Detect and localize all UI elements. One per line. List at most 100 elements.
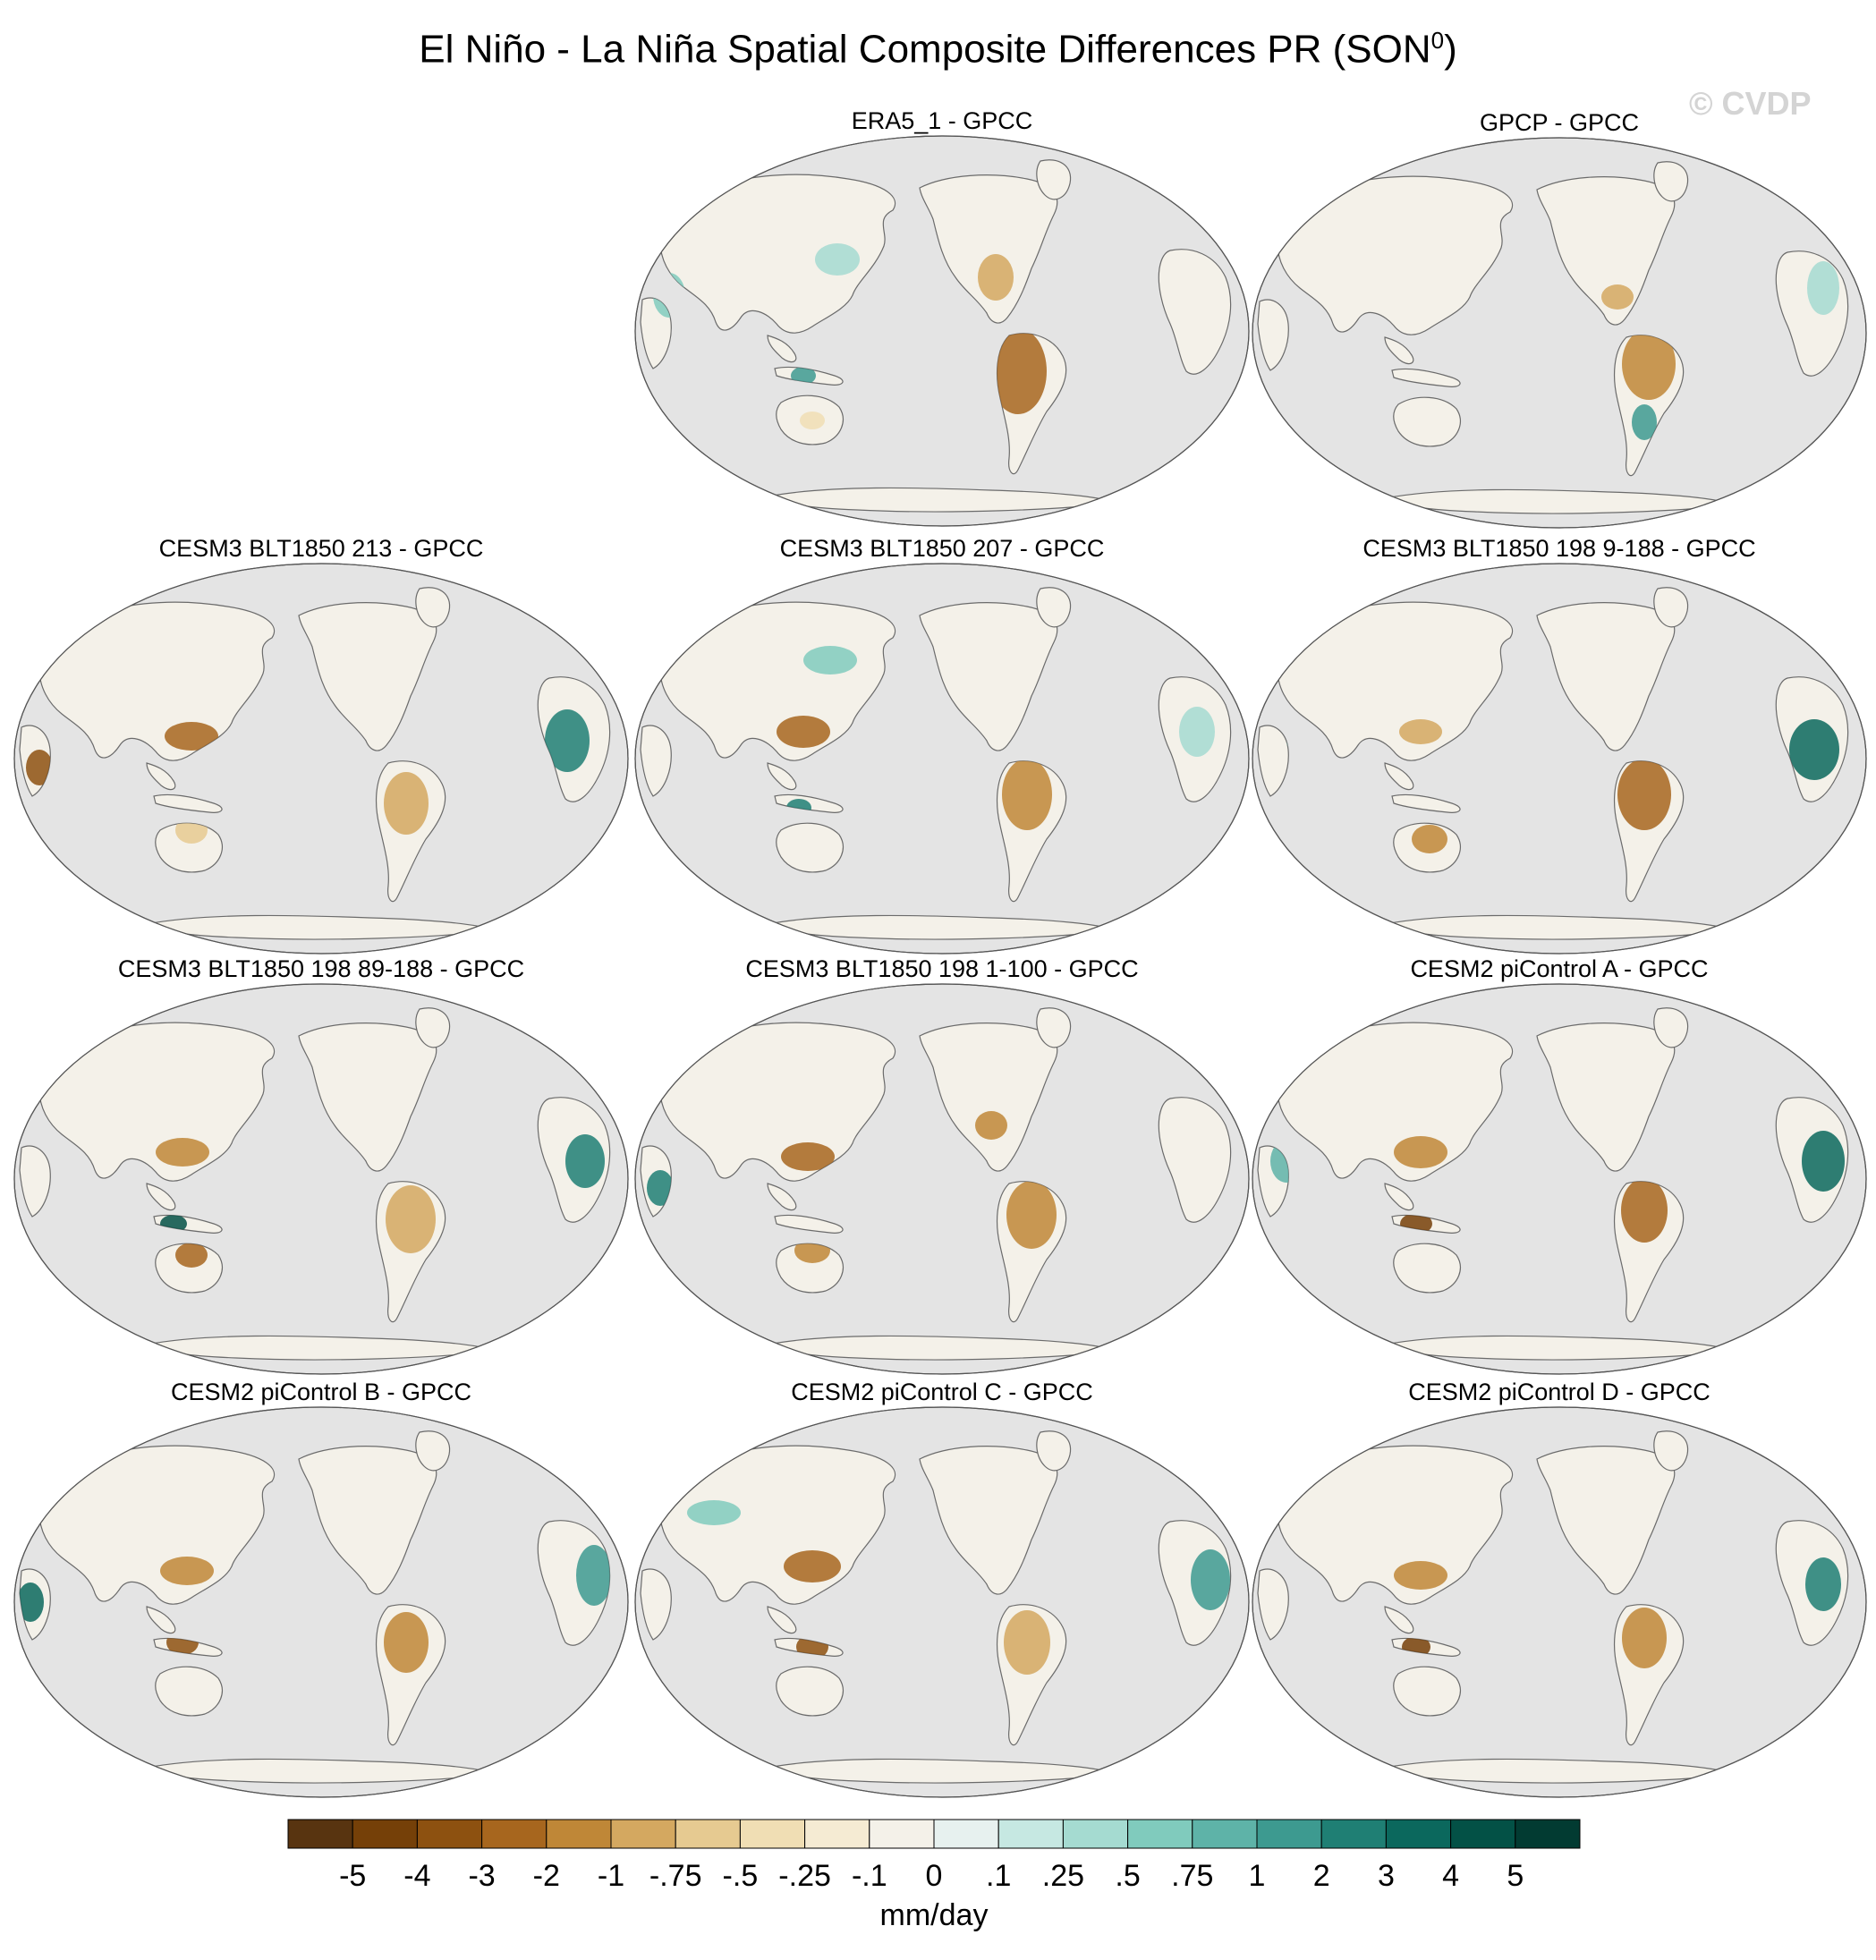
continent-seasia <box>1384 1183 1414 1211</box>
world-map <box>1252 983 1867 1375</box>
precip-anomaly-patch <box>156 1138 209 1167</box>
colorbar-swatch <box>1192 1819 1258 1849</box>
continent-australia <box>776 822 844 873</box>
continent-australia <box>1393 1243 1461 1294</box>
continent-africaE <box>19 1145 51 1218</box>
precip-anomaly-patch <box>1632 404 1657 440</box>
colorbar-swatch <box>1256 1819 1322 1849</box>
continent-greenland <box>415 587 451 628</box>
continent-eurasia <box>1277 1445 1514 1605</box>
precip-anomaly-patch <box>781 1142 835 1171</box>
colorbar-tick-label: -.1 <box>852 1859 887 1893</box>
panel-title: CESM2 piControl D - GPCC <box>1408 1379 1710 1405</box>
map-panel: CESM3 BLT1850 198 9-188 - GPCC <box>1251 535 1868 955</box>
continent-indo <box>1391 793 1461 813</box>
precip-anomaly-patch <box>687 1500 741 1525</box>
precip-anomaly-patch <box>26 750 53 785</box>
colorbar-tick-label: 0 <box>926 1859 943 1893</box>
colorbar-swatch <box>675 1819 741 1849</box>
map-panel: ERA5_1 - GPCC <box>633 107 1251 528</box>
continent-seasia <box>146 762 176 791</box>
precip-anomaly-patch <box>1802 1131 1845 1192</box>
continent-namerica <box>1536 176 1676 326</box>
continent-australia <box>1393 396 1461 447</box>
map-panel: GPCP - GPCC <box>1251 109 1868 530</box>
precip-anomaly-patch <box>989 328 1047 414</box>
world-map <box>634 135 1250 527</box>
colorbar-swatch <box>416 1819 483 1849</box>
precip-anomaly-patch <box>1412 825 1447 853</box>
continent-namerica <box>919 602 1058 751</box>
panel-title: CESM3 BLT1850 207 - GPCC <box>779 535 1105 562</box>
continent-greenland <box>1036 587 1072 628</box>
panel-title: ERA5_1 - GPCC <box>851 107 1033 134</box>
precip-anomaly-patch <box>1617 759 1671 830</box>
continent-greenland <box>1653 161 1689 202</box>
precip-anomaly-patch <box>1622 328 1676 400</box>
precip-anomaly-patch <box>545 709 590 772</box>
continent-greenland <box>1036 1007 1072 1048</box>
colorbar-tick-label: .25 <box>1042 1859 1084 1893</box>
colorbar-swatch <box>804 1819 870 1849</box>
precip-anomaly-patch <box>384 1612 429 1673</box>
continent-greenland <box>1653 1430 1689 1472</box>
map-panel: CESM3 BLT1850 207 - GPCC <box>633 535 1251 955</box>
precip-anomaly-patch <box>1621 1178 1668 1243</box>
continent-seasia <box>1384 336 1414 365</box>
colorbar-swatch <box>933 1819 999 1849</box>
continent-africaE <box>640 725 672 797</box>
colorbar-swatch <box>997 1819 1064 1849</box>
precip-anomaly-patch <box>1006 1181 1057 1249</box>
map-panel: CESM2 piControl A - GPCC <box>1251 955 1868 1376</box>
world-map <box>13 983 629 1375</box>
continent-seasia <box>1384 1606 1414 1634</box>
colorbar-tick-label: 5 <box>1507 1859 1524 1893</box>
precip-anomaly-patch <box>165 722 218 751</box>
panel-title: CESM3 BLT1850 213 - GPCC <box>158 535 484 562</box>
map-panel: CESM2 piControl D - GPCC <box>1251 1379 1868 1799</box>
precip-anomaly-patch <box>803 646 857 675</box>
precip-anomaly-patch <box>1004 1610 1050 1675</box>
panel-title: CESM3 BLT1850 198 9-188 - GPCC <box>1362 535 1756 562</box>
continent-australia <box>155 1666 223 1717</box>
continent-australia <box>1393 1666 1461 1717</box>
precip-anomaly-patch <box>1394 1561 1447 1590</box>
precip-anomaly-patch <box>175 1243 208 1268</box>
precip-anomaly-patch <box>1179 707 1215 757</box>
precip-anomaly-patch <box>777 716 830 748</box>
continent-eurasia <box>38 601 276 761</box>
continent-eurasia <box>1277 1022 1514 1182</box>
continent-seasia <box>146 1183 176 1211</box>
world-map <box>1252 137 1867 529</box>
continent-seasia <box>767 762 797 791</box>
colorbar-swatch <box>1385 1819 1452 1849</box>
continent-namerica <box>298 1446 437 1595</box>
continent-greenland <box>415 1007 451 1048</box>
watermark: © CVDP <box>1689 85 1812 122</box>
continent-greenland <box>1036 159 1072 200</box>
colorbar-tick-label: -4 <box>403 1859 430 1893</box>
panel-title: CESM2 piControl A - GPCC <box>1410 955 1709 982</box>
continent-namerica <box>298 602 437 751</box>
precip-anomaly-patch <box>565 1134 605 1188</box>
figure-title: El Niño - La Niña Spatial Composite Diff… <box>419 27 1457 72</box>
precip-anomaly-patch <box>791 367 816 385</box>
precip-anomaly-patch <box>1807 261 1839 315</box>
colorbar-swatch <box>610 1819 676 1849</box>
world-map <box>1252 563 1867 955</box>
precip-anomaly-patch <box>1191 1549 1230 1610</box>
world-map <box>634 1406 1250 1798</box>
continent-africaE <box>640 1568 672 1641</box>
map-panel: CESM2 piControl B - GPCC <box>13 1379 630 1799</box>
continent-eurasia <box>38 1445 276 1605</box>
panel-title: CESM3 BLT1850 198 1-100 - GPCC <box>745 955 1139 982</box>
panel-title: GPCP - GPCC <box>1479 109 1640 136</box>
world-map <box>634 983 1250 1375</box>
colorbar-tick-label: -.5 <box>723 1859 759 1893</box>
colorbar-swatch <box>1127 1819 1193 1849</box>
continent-namerica <box>1536 1446 1676 1595</box>
world-map <box>13 1406 629 1798</box>
continent-namerica <box>1536 1022 1676 1172</box>
continent-australia <box>776 1666 844 1717</box>
colorbar-tick-label: -2 <box>533 1859 560 1893</box>
